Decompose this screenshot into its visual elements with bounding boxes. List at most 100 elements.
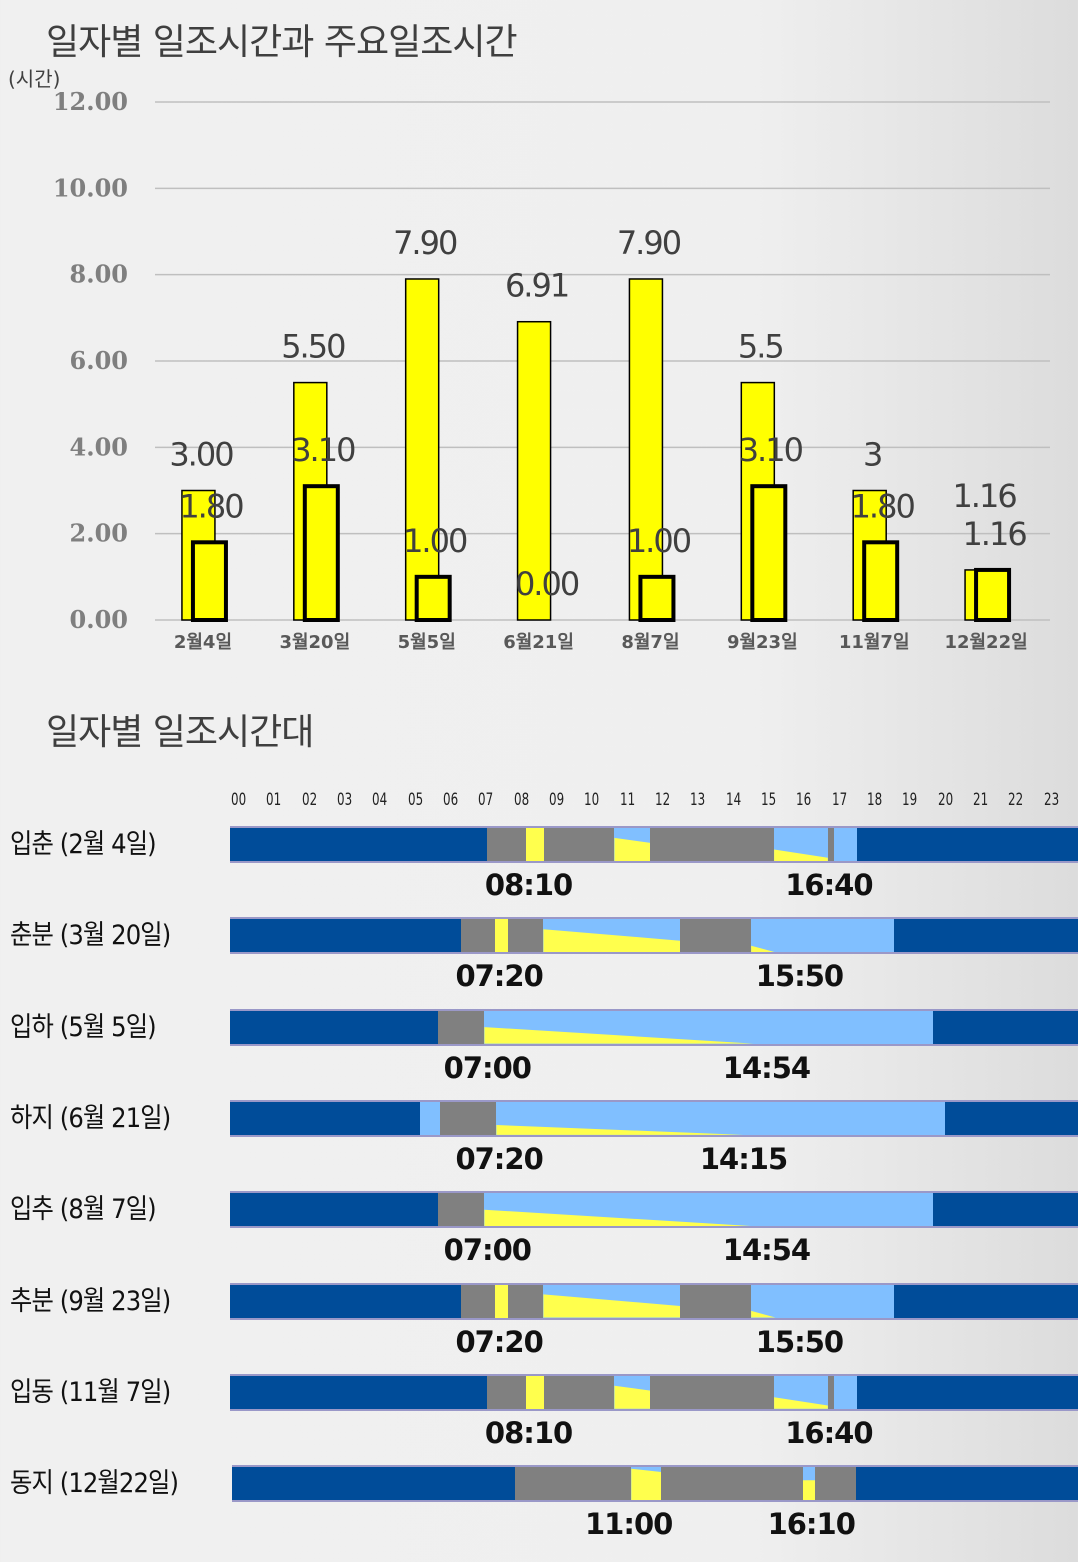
main-data-label: 5.50 [281,328,345,366]
row-label: 입동 (11월 7일) [10,1376,171,1408]
timeline-track [230,1008,1078,1046]
wedge-segment [774,1375,828,1409]
main-bar [628,278,664,621]
y-tick-label: 10.00 [53,173,128,202]
hour-tick-label: 07 [478,790,494,810]
x-category-label: 9월23일 [727,632,798,653]
wedge-segment [484,1010,934,1044]
sun-segment [526,828,545,861]
y-axis-label: (시간) [8,67,61,91]
y-tick-label: 0.00 [70,605,128,634]
row-label: 입춘 (2월 4일) [10,829,157,860]
hour-tick-label: 11 [619,790,635,810]
timeline-track [230,1191,1078,1229]
sun-segment [495,919,509,953]
main-data-label: 7.90 [617,224,681,262]
key-data-label: 3.10 [291,431,355,469]
sun-area [751,1310,776,1318]
x-category-label: 12월22일 [944,632,1027,653]
sun-area [543,1294,681,1318]
x-category-label: 5월5일 [398,632,456,653]
time-label: 11:00 [585,1507,673,1542]
hour-tick-label: 06 [443,790,459,810]
chart-title: 일자별 일조시간과 주요일조시간 [46,22,518,63]
row-label: 입하 (5월 5일) [10,1011,157,1043]
sun-area [484,1027,754,1044]
main-data-label: 3 [863,436,881,474]
hour-tick-label: 15 [761,790,777,810]
x-category-label: 2월4일 [174,632,232,653]
sun-area [751,945,776,953]
key-data-label: 1.00 [403,522,467,560]
shade-segment [439,1101,497,1135]
hour-tick-label: 18 [867,790,883,810]
time-label: 16:40 [785,1415,873,1450]
main-data-label: 3.00 [169,436,233,474]
key-bar [750,484,788,622]
row-label: 동지 (12월22일) [10,1468,179,1500]
row-label: 춘분 (3월 20일) [10,920,171,952]
hour-tick-label: 04 [372,790,388,810]
wedge-segment [496,1101,946,1135]
main-data-label: 1.16 [952,477,1016,515]
y-tick-label: 2.00 [70,519,128,548]
time-label: 14:54 [722,1233,811,1268]
hour-tick-label: 13 [690,790,706,810]
key-data-label: 0.00 [515,565,579,603]
sun-area [614,1385,651,1409]
sun-area [774,849,828,861]
x-category-label: 6월21일 [503,632,574,653]
timeline-track [230,1373,1078,1411]
hour-tick-label: 14 [725,790,741,810]
hour-tick-label: 21 [973,790,989,810]
shade-segment [514,1467,856,1501]
sun-segment [495,1284,509,1318]
wedge-segment [484,1193,934,1227]
key-bar [862,540,900,622]
main-data-label: 7.90 [393,224,457,262]
bar-chart: 0.00 2.00 4.00 6.00 8.00 10.00 12.00 3.00 1.80 2월… [53,87,1050,653]
sun-area [774,1397,828,1409]
key-bar [190,540,228,622]
hour-tick-label: 09 [549,790,565,810]
y-tick-label: 12.00 [53,87,128,116]
sun-area [543,929,681,953]
timeline-title: 일자별 일조시간대 [46,712,314,753]
hour-tick-label: 10 [584,790,600,810]
hour-tick-label: 01 [266,790,282,810]
hour-tick-label: 00 [231,790,247,810]
shade-segment [437,1193,485,1227]
hour-tick-label: 20 [937,790,953,810]
time-label: 07:20 [455,1141,543,1176]
main-data-label: 5.5 [738,328,783,366]
key-data-label: 1.80 [851,487,915,525]
x-category-label: 8월7일 [621,632,679,653]
wedge-segment [751,919,894,953]
timeline-track [230,1282,1078,1320]
sun-area [614,837,651,861]
sky-segment [419,1101,440,1135]
time-label: 15:50 [755,959,844,994]
main-data-label: 6.91 [505,267,568,305]
timeline-track [230,917,1078,955]
hour-tick-label: 17 [831,790,847,810]
wedge-segment [543,919,681,953]
key-data-label: 3.10 [739,431,803,469]
sun-area [631,1468,662,1501]
sun-segment [526,1375,545,1409]
hour-tick-label: 08 [513,790,529,810]
row-label: 입추 (8월 7일) [10,1194,157,1226]
timeline-track [230,1099,1078,1137]
wedge-segment [751,1284,894,1318]
time-label: 15:50 [755,1324,844,1359]
time-label: 07:20 [455,1324,543,1359]
row-label: 추분 (9월 23일) [10,1285,171,1317]
key-bar [638,574,676,622]
time-label: 08:10 [484,868,573,902]
sun-area [496,1124,744,1135]
time-label: 14:15 [699,1141,788,1176]
timeline-track [230,826,1078,863]
wedge-segment [631,1467,662,1501]
time-label: 07:00 [443,1050,532,1085]
key-bar [974,567,1012,623]
